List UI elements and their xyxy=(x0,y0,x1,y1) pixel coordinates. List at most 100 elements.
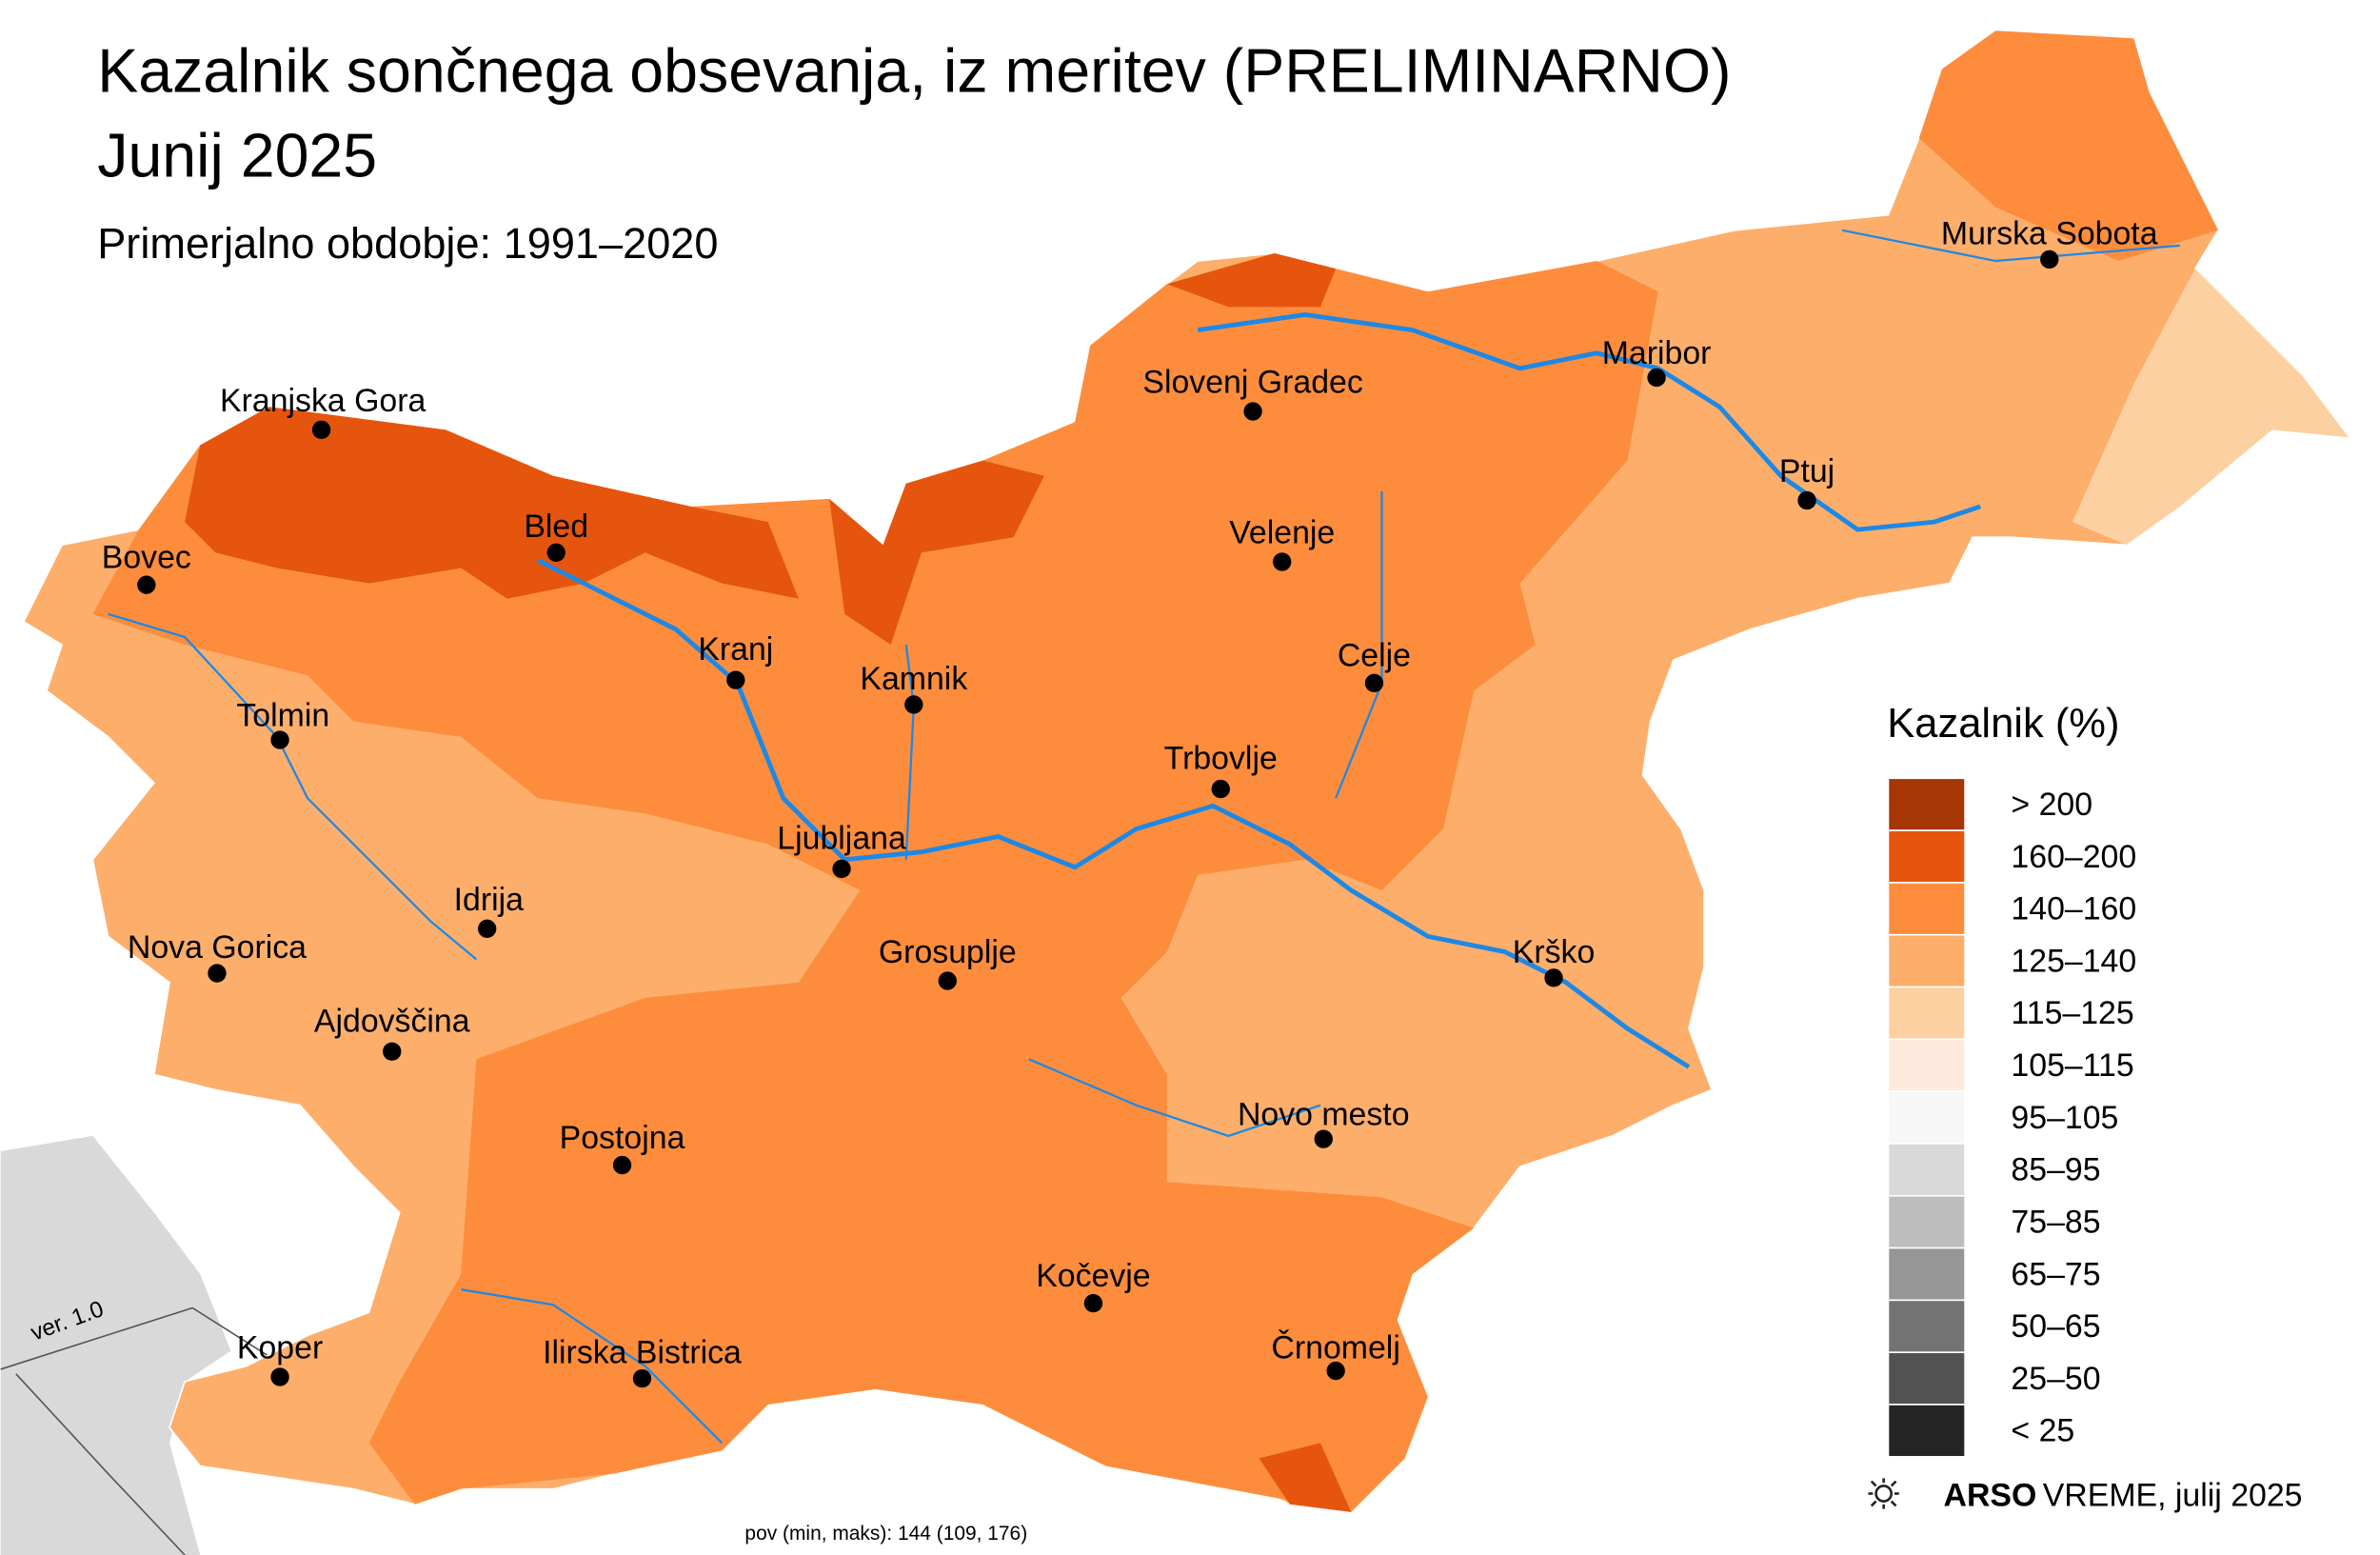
stats: pov (min, maks): 144 (109, 176) xyxy=(744,1523,1027,1545)
river xyxy=(536,558,1691,1069)
city-label: Slovenj Gradec xyxy=(1142,365,1362,401)
city-label: Postojna xyxy=(560,1120,685,1156)
legend-swatch xyxy=(1887,1351,1966,1405)
legend-swatch xyxy=(1887,1194,1966,1249)
river xyxy=(1197,312,1981,532)
city-dot xyxy=(1314,1129,1333,1148)
city-label: Trbovlje xyxy=(1164,741,1278,777)
legend-label: 75–85 xyxy=(2011,1204,2100,1240)
city-label: Koper xyxy=(237,1330,323,1366)
city-dot xyxy=(938,971,957,990)
city-label: Ptuj xyxy=(1779,453,1835,489)
city-dot xyxy=(1083,1293,1103,1313)
legend-label: 95–105 xyxy=(2011,1100,2118,1136)
city-label: Velenje xyxy=(1229,515,1335,551)
city-label: Ilirska Bistrica xyxy=(543,1334,742,1370)
city-dot xyxy=(2040,249,2059,269)
legend-swatch xyxy=(1887,1246,1966,1302)
region-160-200 xyxy=(829,460,1044,646)
legend-label: 65–75 xyxy=(2011,1256,2100,1292)
legend-label: 140–160 xyxy=(2011,891,2136,927)
legend-swatch xyxy=(1887,777,1966,831)
subtitle: Primerjalno obdobje: 1991–2020 xyxy=(97,219,718,268)
legend-label: 50–65 xyxy=(2011,1308,2100,1345)
city-label: Grosuplje xyxy=(879,934,1017,970)
river xyxy=(108,612,478,961)
river xyxy=(1841,229,2180,263)
city-label: Novo mesto xyxy=(1238,1097,1410,1133)
legend-swatch xyxy=(1887,1038,1966,1092)
region-115-125 xyxy=(2072,269,2350,546)
legend-swatch xyxy=(1887,933,1966,988)
city-label: Ljubljana xyxy=(777,820,906,856)
legend-swatch xyxy=(1887,1143,1966,1197)
legend-swatch xyxy=(1887,986,1966,1041)
city-label: Kočevje xyxy=(1036,1258,1150,1294)
river xyxy=(461,1288,724,1445)
cities: Kranjska Gora Bled Bovec Kranj Kamnik To… xyxy=(102,215,2158,1388)
city-label: Ajdovščina xyxy=(314,1003,470,1039)
city-dot xyxy=(478,919,497,938)
legend-label: < 25 xyxy=(2011,1413,2074,1449)
city-label: Nova Gorica xyxy=(128,929,307,966)
region-160-200 xyxy=(1259,1443,1352,1512)
region-140-160-ne xyxy=(1918,30,2219,262)
legend-title: Kazalnik (%) xyxy=(1887,701,2119,747)
city-dot xyxy=(632,1368,652,1388)
legend-label: 160–200 xyxy=(2011,839,2136,875)
city-dot xyxy=(1544,968,1563,987)
legend-label: 25–50 xyxy=(2011,1361,2100,1397)
legend-label: 115–125 xyxy=(2011,995,2133,1031)
city-dot xyxy=(1797,490,1816,510)
logo-icon xyxy=(1868,1478,1899,1509)
region-160-200 xyxy=(185,407,799,599)
city-label: Tolmin xyxy=(236,697,329,733)
city-dot xyxy=(137,575,156,594)
city-label: Celje xyxy=(1338,638,1411,674)
legend-label: > 200 xyxy=(2011,787,2092,823)
city-dot xyxy=(383,1042,402,1061)
city-label: Kranj xyxy=(698,631,773,668)
city-label: Bled xyxy=(524,508,588,545)
city-dot xyxy=(1364,673,1384,693)
city-dot xyxy=(612,1155,632,1175)
legend-swatch xyxy=(1887,882,1966,936)
city-label: Bovec xyxy=(102,539,191,575)
city-label: Maribor xyxy=(1602,335,1712,371)
footer-brand: ARSO xyxy=(1944,1477,2037,1513)
footer: ARSO VREME, julij 2025 xyxy=(1868,1477,2303,1513)
legend-label: 125–140 xyxy=(2011,943,2136,979)
river xyxy=(1028,1058,1321,1138)
city-dot xyxy=(270,1367,289,1386)
legend-swatch xyxy=(1887,1299,1966,1354)
city-dot xyxy=(832,859,851,879)
footer-product: VREME xyxy=(2043,1477,2157,1513)
neighbor-area xyxy=(0,1135,231,1555)
legend-swatch xyxy=(1887,1404,1966,1458)
border-line xyxy=(15,1373,186,1555)
city-dot xyxy=(546,543,565,563)
title: Kazalnik sončnega obsevanja, iz meritev … xyxy=(97,37,1731,106)
city-dot xyxy=(1326,1361,1345,1381)
city-label: Kamnik xyxy=(860,661,967,697)
footer-text: ARSO VREME, julij 2025 xyxy=(1944,1477,2303,1513)
city-dot xyxy=(1243,402,1262,421)
legend-swatch xyxy=(1887,829,1966,884)
city-label: Črnomelj xyxy=(1271,1330,1399,1366)
legend-label: 85–95 xyxy=(2011,1152,2100,1188)
legend-swatch xyxy=(1887,1090,1966,1145)
city-dot xyxy=(726,670,745,689)
city-label: Idrija xyxy=(454,882,525,918)
legend: > 200 160–200 140–160 125–140 115–125 105–115… xyxy=(1887,777,2136,1458)
region-160-200 xyxy=(1166,252,1337,308)
title-date: Junij 2025 xyxy=(97,121,377,189)
city-label: Murska Sobota xyxy=(1941,215,2158,251)
city-dot xyxy=(1273,552,1292,571)
border-line xyxy=(0,1306,286,1370)
city-label: Kranjska Gora xyxy=(220,383,426,419)
legend-label: 105–115 xyxy=(2011,1047,2133,1084)
city-dot xyxy=(904,695,923,714)
city-dot xyxy=(1647,368,1666,388)
